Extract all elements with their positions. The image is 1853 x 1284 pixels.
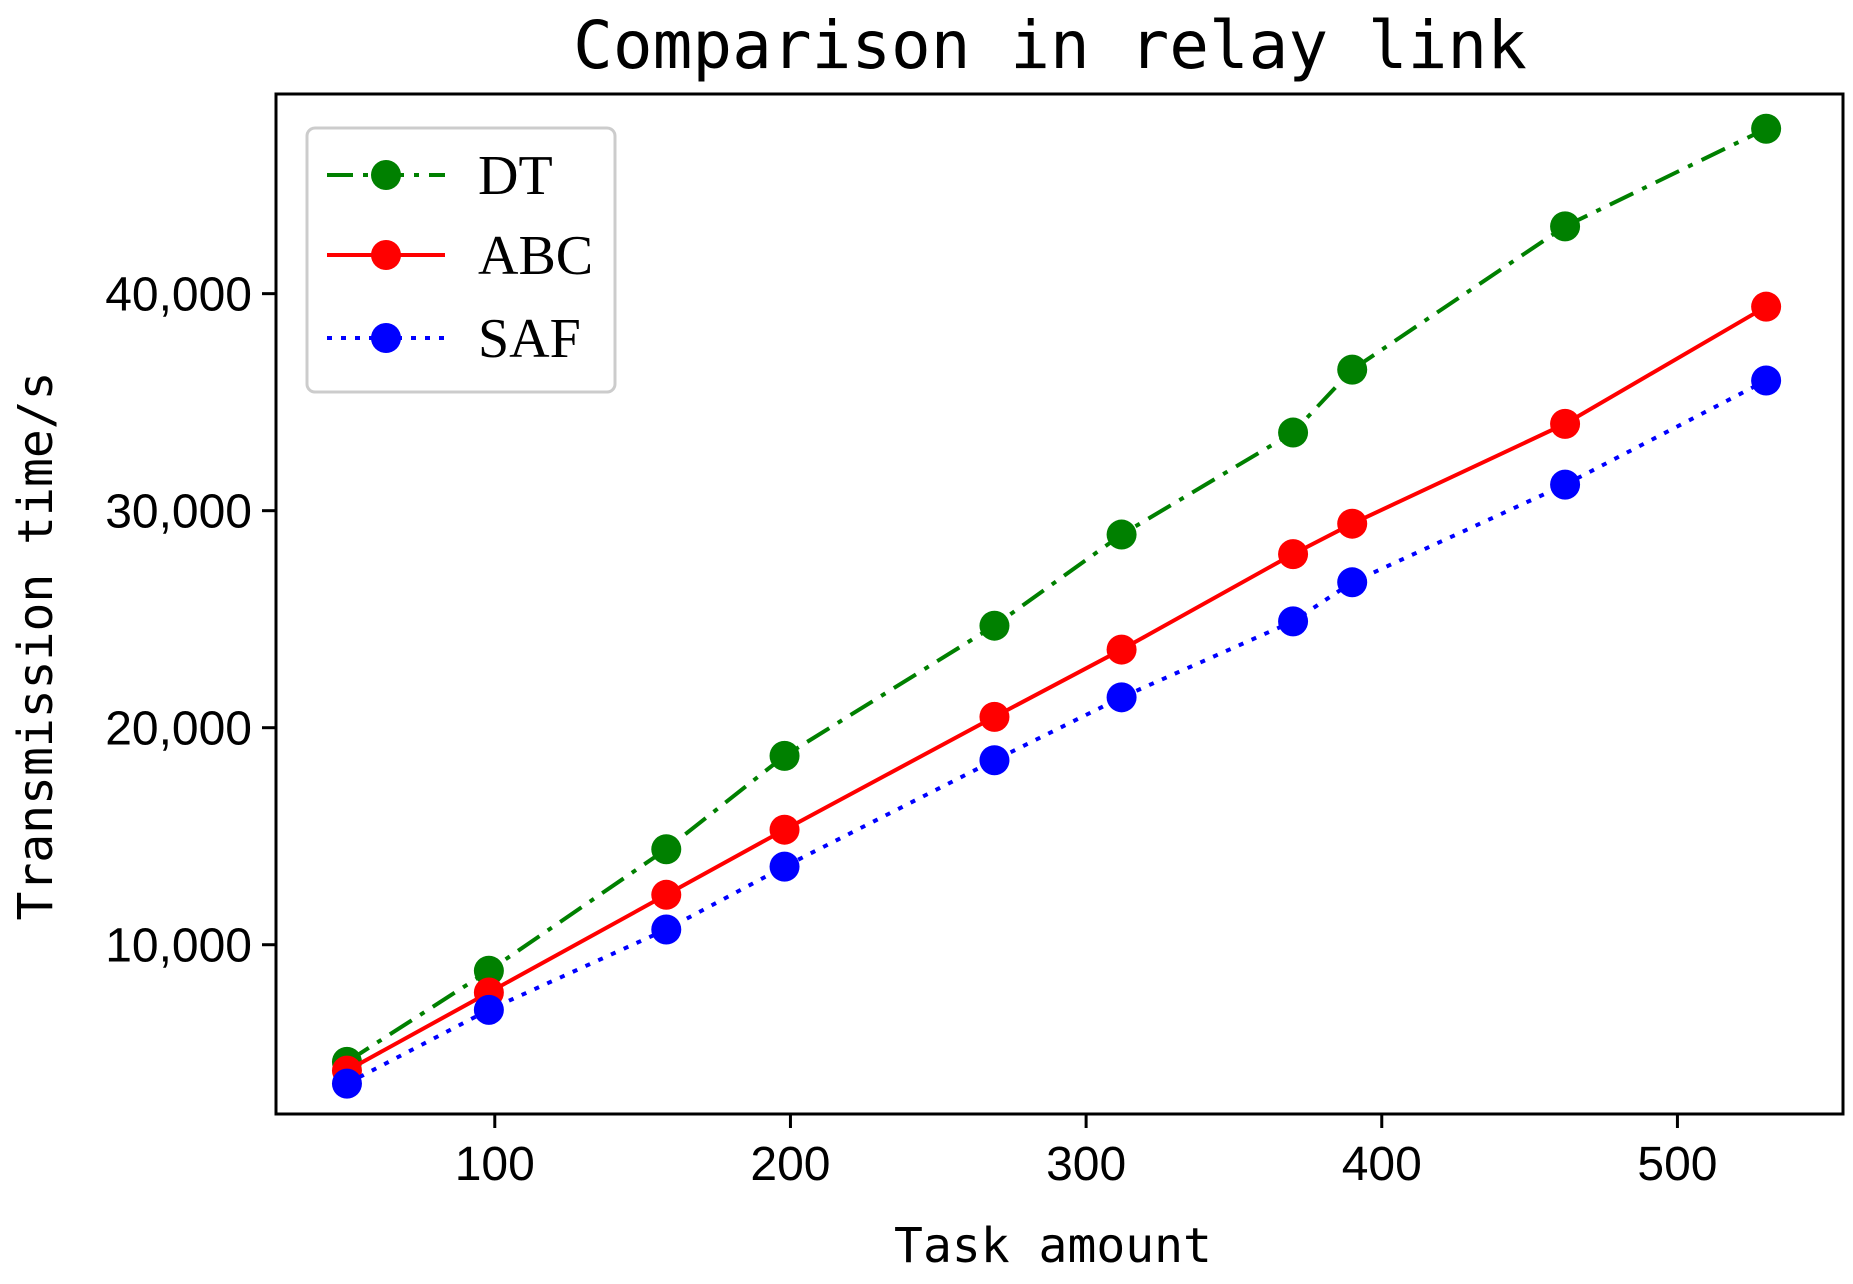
y-axis-label: Transmission time/s xyxy=(8,371,64,920)
data-point-dt xyxy=(769,740,800,771)
data-point-abc xyxy=(979,701,1010,732)
plot-frame xyxy=(274,92,1845,1116)
x-tick-label: 400 xyxy=(1342,1138,1422,1191)
series-abc xyxy=(331,291,1782,1086)
data-point-saf xyxy=(473,994,504,1025)
data-point-dt xyxy=(1106,519,1137,550)
x-tick-label: 500 xyxy=(1637,1138,1717,1191)
x-tick-label: 200 xyxy=(750,1138,830,1191)
data-point-dt xyxy=(979,610,1010,641)
plot-area xyxy=(331,113,1782,1099)
legend-marker-dt xyxy=(371,160,401,190)
data-point-abc xyxy=(1337,508,1368,539)
data-point-dt xyxy=(651,834,682,865)
chart-title: Comparison in relay link xyxy=(573,7,1527,84)
data-point-dt xyxy=(1337,354,1368,385)
data-point-abc xyxy=(1751,291,1782,322)
data-point-saf xyxy=(1278,606,1309,637)
data-point-abc xyxy=(1278,539,1309,570)
data-point-abc xyxy=(1106,634,1137,665)
series-line-dt xyxy=(345,126,1768,1064)
data-point-saf xyxy=(1751,365,1782,396)
legend-label-dt: DT xyxy=(478,145,553,207)
data-point-saf xyxy=(331,1068,362,1099)
legend: DT ABC SAF xyxy=(305,126,617,394)
x-axis: 100 200 300 400 500 xyxy=(455,1114,1717,1191)
x-axis-label: Task amount xyxy=(894,1218,1212,1274)
y-axis: 10,000 20,000 30,000 40,000 xyxy=(105,269,276,973)
data-point-saf xyxy=(1106,682,1137,713)
data-point-saf xyxy=(1337,567,1368,598)
y-tick-label: 40,000 xyxy=(105,269,252,322)
y-tick-label: 30,000 xyxy=(105,486,252,539)
legend-label-abc: ABC xyxy=(478,225,593,287)
y-tick-label: 10,000 xyxy=(105,920,252,973)
data-point-dt xyxy=(1278,417,1309,448)
data-point-abc xyxy=(1550,408,1581,439)
y-tick-label: 20,000 xyxy=(105,703,252,756)
series-dt xyxy=(331,113,1782,1077)
data-point-dt xyxy=(1550,211,1581,242)
legend-marker-abc xyxy=(371,240,401,270)
data-point-saf xyxy=(979,745,1010,776)
series-line-abc xyxy=(345,304,1768,1073)
series-saf xyxy=(331,365,1782,1099)
data-point-saf xyxy=(1550,469,1581,500)
data-point-saf xyxy=(651,914,682,945)
data-point-abc xyxy=(769,814,800,845)
data-point-dt xyxy=(473,955,504,986)
data-point-saf xyxy=(769,851,800,882)
x-tick-label: 100 xyxy=(455,1138,535,1191)
x-tick-label: 300 xyxy=(1046,1138,1126,1191)
data-point-dt xyxy=(1751,113,1782,144)
legend-marker-saf xyxy=(371,323,401,353)
data-point-abc xyxy=(651,879,682,910)
legend-label-saf: SAF xyxy=(478,308,581,370)
